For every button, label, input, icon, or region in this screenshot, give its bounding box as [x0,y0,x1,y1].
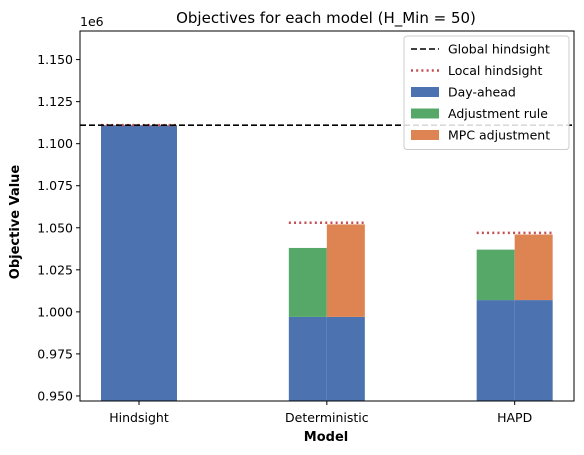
x-tick-label: HAPD [497,410,532,425]
bar-day-ahead [514,300,553,401]
x-tick-label: Deterministic [285,410,369,425]
legend-box [403,35,570,150]
y-axis-label: Objective Value [8,165,23,280]
y-tick-label: 1.150 [37,52,73,67]
bar-adjustment-rule [288,247,327,317]
bar-day-ahead [288,316,327,401]
bar-mpc-adjustment [514,234,553,301]
legend: Global hindsight Local hindsight Day-ahead… [403,35,570,150]
legend-swatch-mpc-adjustment [411,130,439,140]
bar-day-ahead [101,125,177,401]
x-tick-label: Hindsight [109,410,169,425]
legend-label: Adjustment rule [448,106,548,121]
y-tick-label: 1.025 [37,262,73,277]
y-tick-label: 0.950 [37,388,73,403]
legend-label: MPC adjustment [448,128,550,143]
chart-title: Objectives for each model (H_Min = 50) [176,9,476,28]
plot-area: Hindsight Deterministic HAPD 0.950 0.975 1.00… [37,30,575,425]
legend-swatch-adjustment-rule [411,108,439,119]
legend-label: Day-ahead [448,85,516,100]
y-offset-label: 1e6 [80,14,104,29]
bar-day-ahead [476,300,515,401]
legend-swatch-day-ahead [411,87,439,97]
bar-day-ahead [326,316,365,401]
y-tick-label: 1.100 [37,136,73,151]
bar-adjustment-rule [476,249,515,301]
y-tick-label: 1.125 [37,94,73,109]
y-tick-label: 1.050 [37,220,73,235]
y-tick-label: 0.975 [37,346,73,361]
legend-label: Local hindsight [448,63,542,78]
bar-mpc-adjustment [326,224,365,317]
x-axis-label: Model [304,430,348,445]
y-tick-label: 1.075 [37,178,73,193]
legend-label: Global hindsight [448,42,550,57]
y-tick-label: 1.000 [37,304,73,319]
axes-frame [79,30,575,402]
